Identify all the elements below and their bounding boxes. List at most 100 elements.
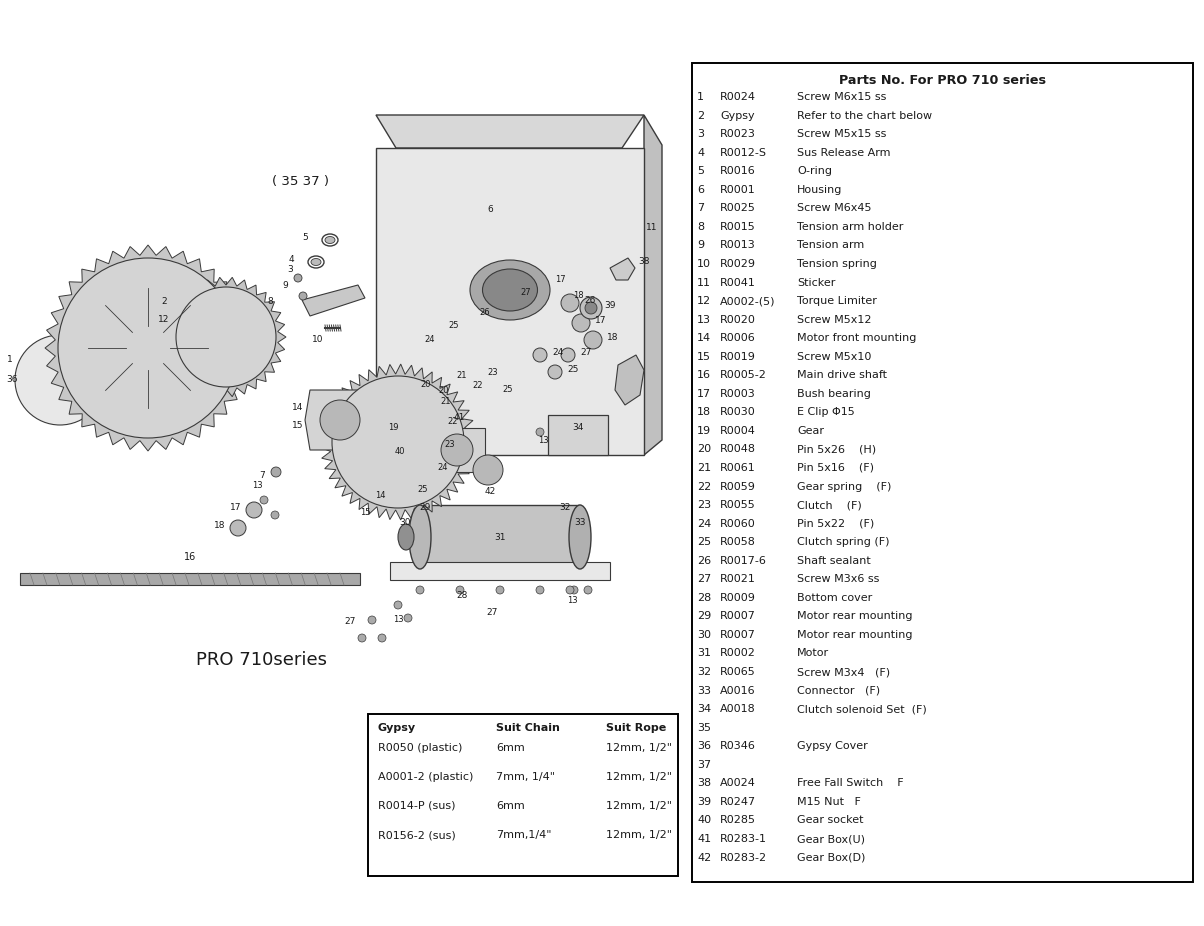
Text: R0283-2: R0283-2: [720, 853, 767, 862]
Text: A0001-2 (plastic): A0001-2 (plastic): [378, 772, 473, 782]
Text: R0016: R0016: [720, 166, 756, 176]
Text: R0025: R0025: [720, 204, 756, 213]
Text: 41: 41: [454, 413, 465, 422]
Circle shape: [556, 443, 563, 451]
Text: 18: 18: [573, 291, 583, 300]
Text: R0048: R0048: [720, 444, 756, 455]
Text: 12: 12: [158, 315, 170, 323]
Circle shape: [496, 586, 504, 594]
Ellipse shape: [308, 256, 324, 268]
Text: 13: 13: [697, 315, 712, 325]
Text: Clutch solenoid Set  (F): Clutch solenoid Set (F): [797, 704, 927, 714]
Circle shape: [536, 586, 544, 594]
Text: 1: 1: [697, 92, 704, 102]
Circle shape: [584, 586, 592, 594]
Circle shape: [561, 294, 579, 312]
Circle shape: [299, 292, 307, 300]
Text: 36: 36: [697, 741, 712, 751]
Text: Pin 5x16    (F): Pin 5x16 (F): [797, 463, 874, 473]
Text: 10: 10: [312, 335, 324, 344]
Text: PRO 710series: PRO 710series: [196, 651, 327, 669]
Text: 30: 30: [697, 630, 712, 640]
Circle shape: [384, 428, 412, 456]
Text: 7: 7: [259, 471, 265, 480]
Text: Clutch spring (F): Clutch spring (F): [797, 537, 890, 547]
Text: Screw M5x10: Screw M5x10: [797, 352, 872, 362]
Text: R0004: R0004: [720, 426, 756, 436]
Text: 23: 23: [697, 500, 712, 510]
Text: R0060: R0060: [720, 519, 756, 529]
Circle shape: [456, 586, 464, 594]
Text: 13: 13: [567, 596, 577, 605]
Text: Gypsy Cover: Gypsy Cover: [797, 741, 868, 751]
Text: R0005-2: R0005-2: [720, 370, 767, 381]
Text: R0007: R0007: [720, 630, 756, 640]
Text: 9: 9: [282, 281, 288, 290]
Text: R0015: R0015: [720, 222, 756, 232]
Text: Gear: Gear: [797, 426, 824, 436]
Text: 22: 22: [473, 381, 483, 390]
Circle shape: [548, 365, 562, 379]
Text: 17: 17: [697, 389, 712, 399]
Text: R0041: R0041: [720, 278, 756, 287]
Text: R0285: R0285: [720, 816, 756, 825]
Ellipse shape: [483, 269, 537, 311]
Text: R0013: R0013: [720, 241, 756, 250]
Circle shape: [126, 326, 170, 370]
Text: 10: 10: [697, 259, 712, 269]
Text: E Clip Φ15: E Clip Φ15: [797, 407, 855, 418]
Circle shape: [482, 463, 495, 477]
Circle shape: [572, 314, 590, 332]
Text: 41: 41: [697, 834, 712, 844]
Text: 12mm, 1/2": 12mm, 1/2": [606, 743, 672, 753]
Text: R0003: R0003: [720, 389, 756, 399]
Text: 24: 24: [425, 335, 436, 344]
Circle shape: [580, 297, 602, 319]
Text: R0030: R0030: [720, 407, 756, 418]
Text: 11: 11: [647, 223, 657, 232]
Text: Tension arm: Tension arm: [797, 241, 864, 250]
Text: Gear Box(U): Gear Box(U): [797, 834, 864, 844]
Circle shape: [533, 348, 547, 362]
Text: 39: 39: [697, 797, 712, 807]
Ellipse shape: [325, 236, 335, 244]
Polygon shape: [302, 285, 365, 316]
Circle shape: [33, 352, 88, 408]
Text: 25: 25: [449, 321, 459, 330]
Text: 3: 3: [287, 266, 293, 274]
Text: 12mm, 1/2": 12mm, 1/2": [606, 772, 672, 782]
Text: 7mm, 1/4": 7mm, 1/4": [496, 772, 555, 782]
Polygon shape: [166, 277, 287, 396]
Text: Connector   (F): Connector (F): [797, 685, 880, 695]
Text: 32: 32: [697, 667, 712, 677]
Text: 33: 33: [574, 518, 586, 527]
Text: 25: 25: [697, 537, 712, 547]
Text: R0023: R0023: [720, 129, 756, 139]
Circle shape: [48, 368, 72, 392]
Text: R0061: R0061: [720, 463, 756, 473]
Text: 28: 28: [456, 591, 467, 600]
Text: 18: 18: [214, 521, 226, 530]
Text: 9: 9: [697, 241, 704, 250]
Text: Refer to the chart below: Refer to the chart below: [797, 110, 932, 120]
Text: 16: 16: [697, 370, 712, 381]
Circle shape: [561, 348, 576, 362]
Text: Gypsy: Gypsy: [720, 110, 755, 120]
Text: 3: 3: [697, 129, 704, 139]
Text: R0346: R0346: [720, 741, 756, 751]
Text: R0009: R0009: [720, 593, 756, 603]
Text: 30: 30: [400, 518, 411, 527]
Bar: [368, 714, 678, 876]
Circle shape: [449, 442, 465, 458]
Circle shape: [473, 455, 503, 485]
Text: Screw M3x6 ss: Screw M3x6 ss: [797, 574, 879, 584]
Text: 26: 26: [697, 556, 712, 566]
Text: 20: 20: [420, 380, 431, 389]
Circle shape: [566, 586, 574, 594]
Text: R0058: R0058: [720, 537, 756, 547]
Text: M15 Nut   F: M15 Nut F: [797, 797, 861, 807]
Text: 6mm: 6mm: [496, 743, 525, 753]
Text: 17: 17: [555, 275, 566, 284]
Text: Suit Rope: Suit Rope: [606, 723, 666, 733]
Circle shape: [417, 586, 424, 594]
